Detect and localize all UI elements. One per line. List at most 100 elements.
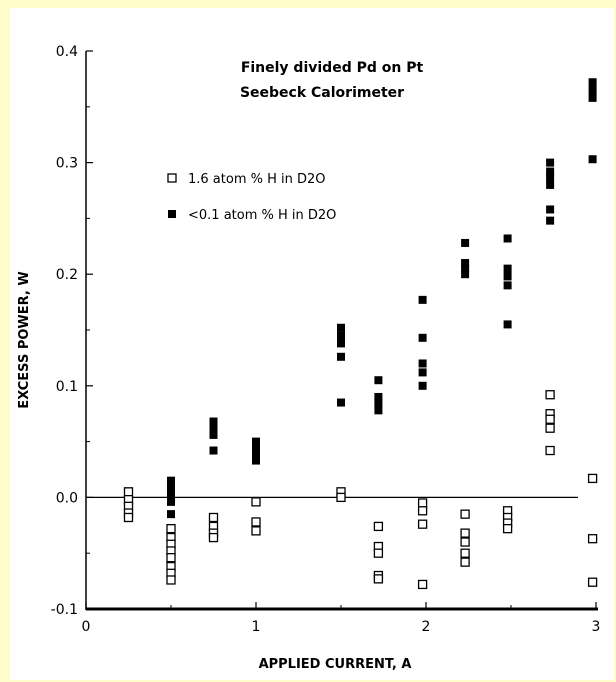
filled-square-point	[252, 456, 260, 465]
filled-square-point	[546, 216, 555, 225]
x-tick-label: 0	[82, 619, 91, 635]
y-tick-label: 0.3	[56, 156, 78, 172]
legend-label-2: <0.1 atom % H in D2O	[188, 208, 336, 223]
filled-square-point	[546, 167, 555, 176]
filled-square-point	[209, 446, 218, 455]
open-square-point	[545, 414, 555, 424]
filled-square-point	[337, 339, 345, 348]
filled-square-point	[252, 443, 260, 452]
filled-square-point	[546, 173, 555, 182]
x-axis-label: APPLIED CURRENT, A	[259, 657, 412, 672]
chart-title-line-1: Finely divided Pd on Pt	[241, 60, 424, 76]
y-tick-label: 0.4	[56, 44, 78, 60]
chart-title-line-2: Seebeck Calorimeter	[240, 85, 404, 101]
filled-square-point	[588, 93, 597, 102]
open-square-point	[545, 445, 555, 456]
open-square-point	[587, 534, 598, 544]
y-tick-label: -0.1	[51, 602, 78, 618]
x-tick-label: 3	[592, 619, 601, 635]
filled-square-point	[374, 392, 383, 401]
filled-square-point	[252, 437, 260, 446]
filled-square-point	[374, 398, 383, 407]
chart-background	[10, 8, 614, 680]
filled-square-point	[209, 424, 218, 433]
ticks-group	[85, 50, 597, 610]
filled-square-point	[588, 155, 597, 164]
filled-square-point	[503, 264, 512, 273]
open-square-point	[587, 577, 598, 587]
open-square-point	[208, 512, 219, 523]
filled-square-point	[588, 86, 597, 95]
open-square-point	[123, 487, 134, 497]
filled-square-point	[337, 352, 345, 361]
open-square-point	[417, 506, 428, 516]
open-square-point	[251, 526, 261, 536]
y-tick-label: 0.1	[56, 379, 78, 395]
open-square-point	[336, 492, 346, 503]
open-square-point	[417, 498, 428, 508]
open-square-point	[208, 532, 219, 543]
legend-open-square-marker	[167, 173, 177, 183]
filled-square-point	[461, 238, 470, 247]
open-square-point	[460, 528, 470, 538]
labels-group: -0.1 0.0 0.1 0.2 0.3 0.4 0 1 2 3 Finely divided Pd…	[17, 44, 600, 672]
open-square-point	[166, 575, 176, 585]
filled-square-point	[167, 491, 175, 500]
filled-square-point	[374, 376, 383, 385]
filled-square-point	[418, 381, 427, 390]
x-tick-label: 1	[252, 619, 261, 635]
open-square-point	[373, 548, 384, 558]
filled-square-point	[167, 510, 175, 519]
filled-square-point	[503, 320, 512, 329]
x-tick-label: 2	[422, 619, 431, 635]
filled-square-point	[337, 323, 345, 332]
filled-square-point	[546, 158, 555, 167]
filled-square-point	[209, 430, 218, 439]
filled-square-point	[167, 484, 175, 493]
filled-square-point	[588, 78, 597, 87]
y-axis-label: EXCESS POWER, W	[17, 271, 32, 408]
open-square-point	[545, 390, 555, 400]
open-square-point	[460, 557, 470, 567]
open-square-point	[460, 537, 470, 547]
filled-square-point	[503, 281, 512, 290]
open-square-point	[460, 509, 470, 519]
filled-square-point	[546, 205, 555, 214]
filled-square-point	[418, 359, 427, 368]
filled-square-point	[252, 450, 260, 459]
filled-square-point	[546, 180, 555, 189]
filled-square-point	[167, 476, 175, 485]
y-tick-label: 0.2	[56, 267, 78, 283]
filled-square-point	[418, 368, 427, 377]
open-square-point	[417, 579, 428, 590]
filled-square-point	[418, 295, 427, 304]
filled-square-point	[374, 406, 383, 415]
filled-square-point	[337, 331, 345, 340]
legend-filled-square-marker	[168, 210, 176, 218]
filled-square-point	[337, 398, 345, 407]
y-tick-label: 0.0	[56, 490, 78, 506]
open-square-point	[373, 521, 384, 532]
points-group	[123, 78, 598, 590]
filled-square-point	[461, 259, 470, 268]
open-square-point	[166, 553, 176, 563]
filled-square-point	[167, 497, 175, 506]
open-square-point	[251, 497, 261, 507]
open-square-point	[417, 519, 428, 529]
open-square-point	[123, 512, 134, 523]
open-square-point	[502, 523, 513, 534]
filled-square-point	[503, 272, 512, 281]
filled-square-point	[503, 234, 512, 243]
open-square-point	[251, 517, 261, 527]
open-square-point	[545, 423, 555, 433]
open-square-point	[166, 523, 176, 534]
filled-square-point	[461, 270, 470, 279]
legend-label-1: 1.6 atom % H in D2O	[188, 172, 326, 187]
open-square-point	[587, 473, 598, 484]
filled-square-point	[209, 417, 218, 426]
filled-square-point	[418, 333, 427, 342]
open-square-point	[373, 574, 384, 584]
open-square-point	[460, 548, 470, 558]
